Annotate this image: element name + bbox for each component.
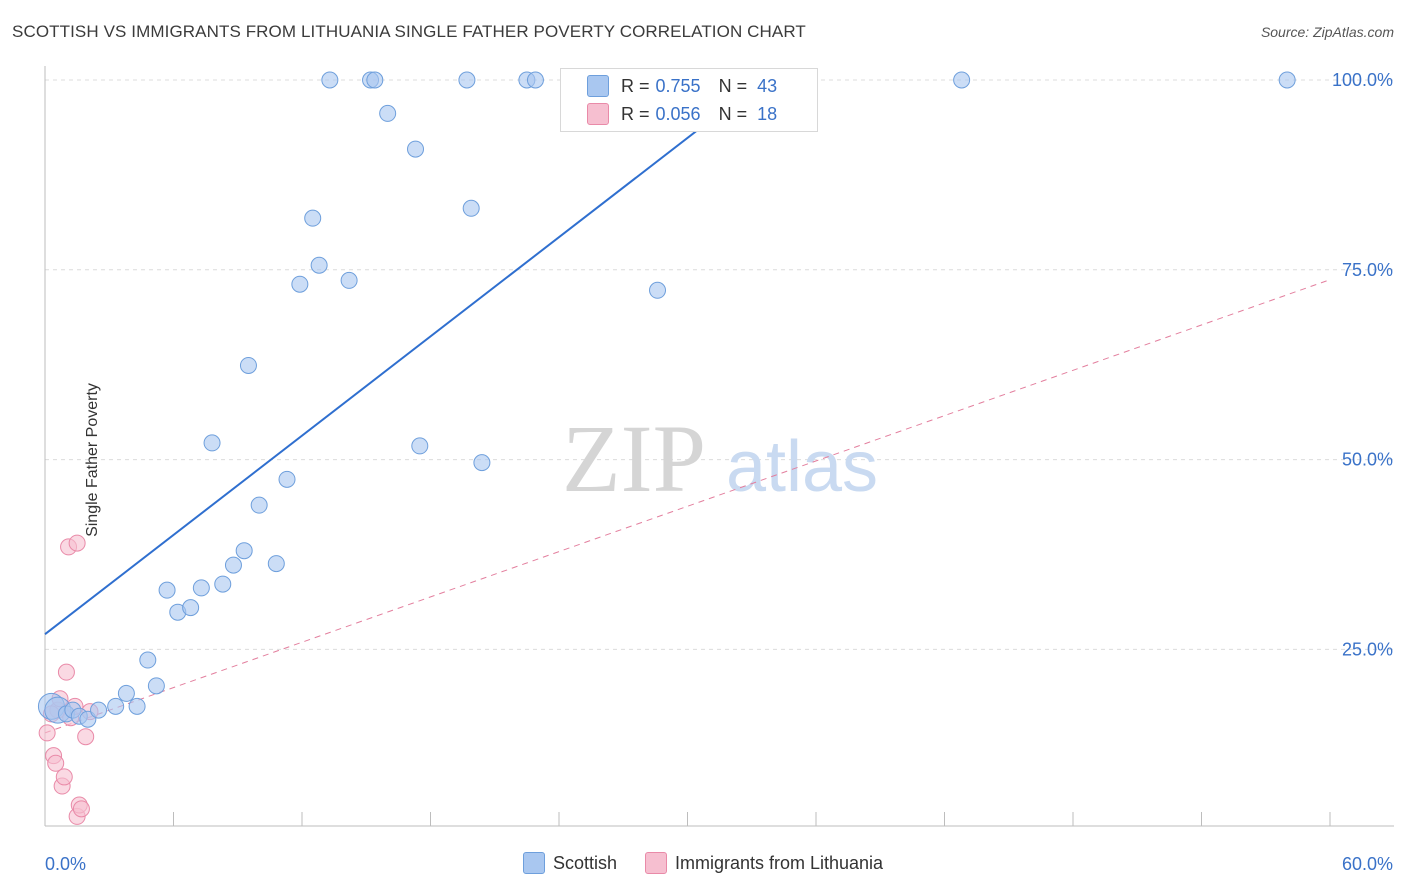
data-point-lithuania [57, 663, 75, 681]
stats-swatch-scottish [587, 75, 609, 97]
data-point-scottish [366, 71, 384, 89]
data-point-lithuania [77, 728, 95, 746]
data-point-lithuania [55, 768, 73, 786]
data-point-scottish [321, 71, 339, 89]
data-point-lithuania [47, 754, 65, 772]
data-point-scottish [473, 454, 491, 472]
legend: Scottish Immigrants from Lithuania [0, 852, 1406, 874]
y-tick-label: 50.0% [1342, 450, 1393, 470]
data-point-scottish [526, 71, 544, 89]
stats-r-value: 0.755 [655, 75, 701, 96]
stats-r-label: R = [621, 103, 650, 124]
legend-label-lithuania: Immigrants from Lithuania [674, 852, 884, 873]
data-point-scottish [304, 209, 322, 227]
data-point-scottish [158, 581, 176, 599]
data-point-scottish [278, 470, 296, 488]
watermark: ZIP atlas [562, 405, 878, 512]
data-point-scottish [462, 199, 480, 217]
data-point-scottish [224, 556, 242, 574]
stats-n-label: N = [718, 75, 748, 96]
legend-item-scottish[interactable]: Scottish [522, 852, 617, 874]
stats-row-lithuania: R = 0.056 N = 18 [561, 100, 777, 128]
data-point-scottish [117, 684, 135, 702]
stats-swatch-lithuania [587, 103, 609, 125]
chart-title: SCOTTISH VS IMMIGRANTS FROM LITHUANIA SI… [12, 22, 806, 41]
data-point-scottish [953, 71, 971, 89]
data-point-scottish [107, 697, 125, 715]
data-point-scottish [1278, 71, 1296, 89]
tick-labels: 25.0% 50.0% 75.0% 100.0% 0.0% 60.0% [45, 70, 1393, 874]
watermark-atlas: atlas [726, 427, 878, 507]
legend-label-scottish: Scottish [552, 852, 617, 873]
legend-swatch-lithuania [644, 852, 667, 874]
data-point-lithuania [68, 534, 86, 552]
data-point-scottish [182, 599, 200, 617]
stats-n-label: N = [718, 103, 748, 124]
stats-row-scottish: R = 0.755 N = 43 [561, 72, 777, 100]
trend-lines [44, 79, 1331, 734]
y-tick-label: 75.0% [1342, 260, 1393, 280]
data-point-scottish [147, 677, 165, 695]
trend-line-scottish [44, 79, 764, 635]
x-tick-label: 0.0% [45, 854, 86, 874]
data-point-scottish [139, 651, 157, 669]
data-point-scottish [267, 555, 285, 573]
trend-line-lithuania [44, 279, 1331, 734]
data-point-scottish [379, 104, 397, 122]
watermark-zip: ZIP [562, 405, 706, 512]
data-point-scottish [291, 275, 309, 293]
data-point-scottish [128, 697, 146, 715]
data-point-scottish [90, 701, 108, 719]
stats-n-value: 43 [757, 75, 778, 96]
data-point-scottish [340, 271, 358, 289]
y-tick-label: 25.0% [1342, 639, 1393, 659]
data-point-scottish [239, 356, 257, 374]
source-label: Source: ZipAtlas.com [1260, 24, 1394, 40]
y-axis-title: Single Father Poverty [83, 383, 101, 537]
y-tick-label: 100.0% [1332, 70, 1393, 90]
stats-n-value: 18 [757, 103, 778, 124]
legend-item-lithuania[interactable]: Immigrants from Lithuania [644, 852, 884, 874]
data-point-scottish [203, 434, 221, 452]
data-point-scottish [235, 542, 253, 560]
stats-r-value: 0.056 [655, 103, 701, 124]
data-point-scottish [411, 437, 429, 455]
data-point-scottish [407, 140, 425, 158]
axes [44, 66, 1394, 827]
x-tick-label: 60.0% [1342, 854, 1393, 874]
data-point-scottish [649, 281, 667, 299]
data-point-lithuania [38, 724, 56, 742]
data-point-scottish [458, 71, 476, 89]
data-point-scottish [192, 579, 210, 597]
stats-box: R = 0.755 N = 43 R = 0.056 N = 18 [560, 68, 818, 132]
data-point-scottish [250, 496, 268, 514]
data-point-scottish [214, 575, 232, 593]
data-point-lithuania [72, 800, 90, 818]
legend-swatch-scottish [522, 852, 545, 874]
stats-r-label: R = [621, 75, 650, 96]
data-point-scottish [310, 256, 328, 274]
